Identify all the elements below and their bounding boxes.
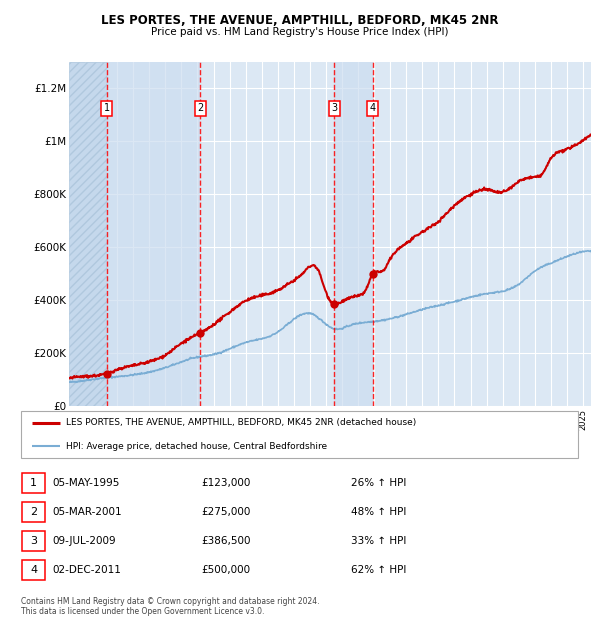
- FancyBboxPatch shape: [22, 502, 45, 522]
- Text: 05-MAR-2001: 05-MAR-2001: [52, 507, 122, 517]
- Text: 2: 2: [30, 507, 37, 517]
- Text: 3: 3: [331, 104, 337, 113]
- FancyBboxPatch shape: [21, 411, 578, 458]
- Text: 26% ↑ HPI: 26% ↑ HPI: [351, 477, 406, 488]
- Text: HPI: Average price, detached house, Central Bedfordshire: HPI: Average price, detached house, Cent…: [66, 442, 327, 451]
- Bar: [69, 62, 107, 406]
- Text: LES PORTES, THE AVENUE, AMPTHILL, BEDFORD, MK45 2NR: LES PORTES, THE AVENUE, AMPTHILL, BEDFOR…: [101, 14, 499, 27]
- Text: 3: 3: [30, 536, 37, 546]
- Text: 1: 1: [30, 477, 37, 488]
- Text: 48% ↑ HPI: 48% ↑ HPI: [351, 507, 406, 517]
- Text: 62% ↑ HPI: 62% ↑ HPI: [351, 565, 406, 575]
- Text: Price paid vs. HM Land Registry's House Price Index (HPI): Price paid vs. HM Land Registry's House …: [151, 27, 449, 37]
- FancyBboxPatch shape: [22, 472, 45, 493]
- FancyBboxPatch shape: [22, 531, 45, 551]
- Text: 2: 2: [197, 104, 203, 113]
- Text: 05-MAY-1995: 05-MAY-1995: [52, 477, 119, 488]
- Bar: [107, 62, 200, 406]
- Text: 4: 4: [30, 565, 37, 575]
- Bar: [334, 62, 373, 406]
- Text: £123,000: £123,000: [201, 477, 250, 488]
- Text: LES PORTES, THE AVENUE, AMPTHILL, BEDFORD, MK45 2NR (detached house): LES PORTES, THE AVENUE, AMPTHILL, BEDFOR…: [66, 418, 416, 427]
- Text: £275,000: £275,000: [201, 507, 250, 517]
- Text: 09-JUL-2009: 09-JUL-2009: [52, 536, 116, 546]
- Text: 1: 1: [104, 104, 110, 113]
- Text: 4: 4: [370, 104, 376, 113]
- Text: 02-DEC-2011: 02-DEC-2011: [52, 565, 121, 575]
- Text: Contains HM Land Registry data © Crown copyright and database right 2024.: Contains HM Land Registry data © Crown c…: [21, 597, 320, 606]
- Text: £500,000: £500,000: [201, 565, 250, 575]
- Text: 33% ↑ HPI: 33% ↑ HPI: [351, 536, 406, 546]
- FancyBboxPatch shape: [22, 560, 45, 580]
- Text: This data is licensed under the Open Government Licence v3.0.: This data is licensed under the Open Gov…: [21, 608, 265, 616]
- Text: £386,500: £386,500: [201, 536, 251, 546]
